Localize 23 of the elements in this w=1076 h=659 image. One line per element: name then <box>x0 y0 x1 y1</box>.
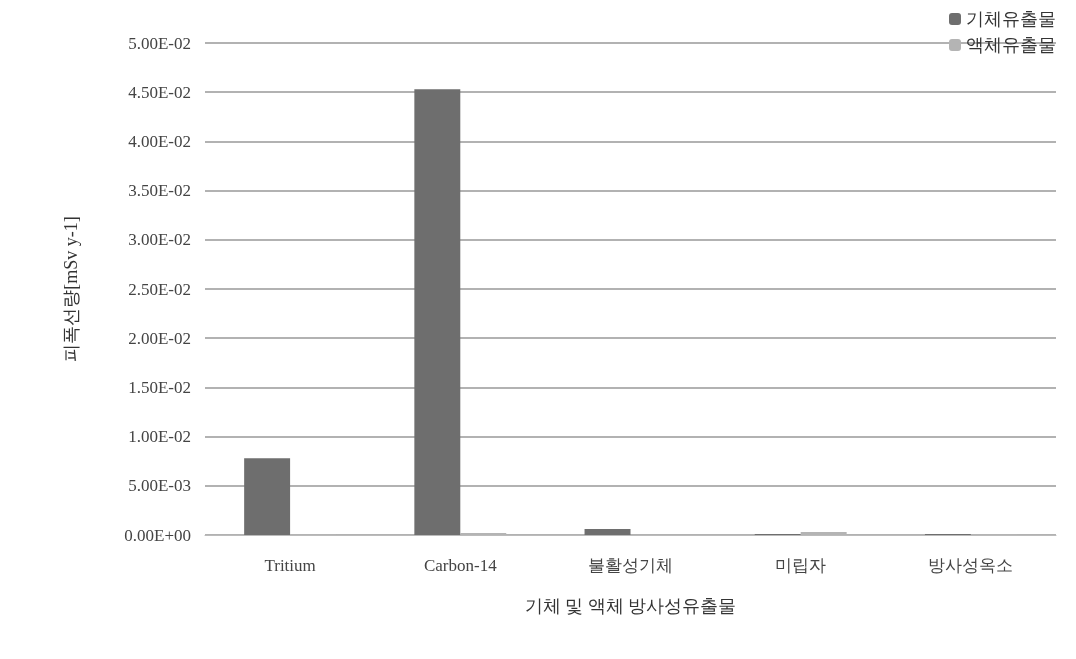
y-tick-label: 0.00E+00 <box>124 525 191 545</box>
legend-label: 기체유출물 <box>966 9 1056 29</box>
legend-label: 액체유출물 <box>966 35 1056 55</box>
y-tick-label: 3.50E-02 <box>128 181 191 201</box>
y-tick-label: 4.50E-02 <box>128 82 191 102</box>
x-tick-label: 방사성옥소 <box>928 556 1014 575</box>
x-tick-label: Tritium <box>264 556 316 575</box>
bar <box>414 89 461 535</box>
y-axis-title: 피폭선량[mSv y-1] <box>61 216 81 362</box>
y-tick-label: 1.00E-02 <box>128 427 191 447</box>
y-tick-label: 2.50E-02 <box>128 279 191 299</box>
bar <box>584 529 631 535</box>
y-tick-label: 2.00E-02 <box>128 328 191 348</box>
x-axis-title: 기체 및 액체 방사성유출물 <box>524 596 737 616</box>
y-tick-label: 4.00E-02 <box>128 131 191 151</box>
bar <box>244 458 291 535</box>
y-tick-label: 3.00E-02 <box>128 230 191 250</box>
x-tick-label: 불활성기체 <box>588 556 673 575</box>
x-tick-label: 미립자 <box>775 556 827 575</box>
y-tick-label: 1.50E-02 <box>128 377 191 397</box>
x-tick-label: Carbon-14 <box>423 556 498 575</box>
y-tick-label: 5.00E-03 <box>128 476 191 496</box>
y-tick-label: 5.00E-02 <box>128 33 191 53</box>
